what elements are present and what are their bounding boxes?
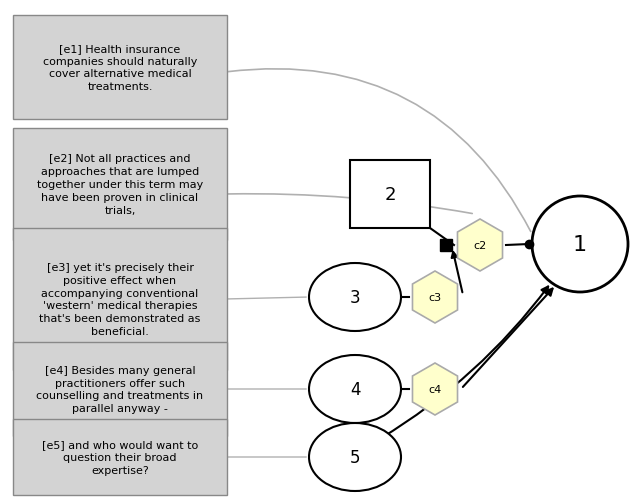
Ellipse shape (309, 355, 401, 423)
FancyBboxPatch shape (13, 129, 227, 240)
Text: 3: 3 (349, 289, 360, 307)
Polygon shape (413, 363, 458, 415)
Text: [e3] yet it's precisely their
positive effect when
accompanying conventional
'we: [e3] yet it's precisely their positive e… (39, 263, 201, 336)
Polygon shape (413, 272, 458, 323)
Polygon shape (458, 219, 502, 272)
Ellipse shape (309, 423, 401, 491)
Text: c2: c2 (474, 240, 486, 250)
Ellipse shape (309, 264, 401, 331)
Text: [e2] Not all practices and
approaches that are lumped
together under this term m: [e2] Not all practices and approaches th… (37, 154, 203, 215)
Text: 5: 5 (349, 448, 360, 466)
FancyBboxPatch shape (13, 16, 227, 120)
FancyBboxPatch shape (13, 228, 227, 370)
Text: [e1] Health insurance
companies should naturally
cover alternative medical
treat: [e1] Health insurance companies should n… (43, 44, 197, 92)
FancyBboxPatch shape (13, 342, 227, 436)
Text: 1: 1 (573, 234, 587, 255)
Text: c4: c4 (428, 384, 442, 394)
Text: [e4] Besides many general
practitioners offer such
counselling and treatments in: [e4] Besides many general practitioners … (36, 365, 204, 413)
Text: c3: c3 (428, 293, 442, 303)
Circle shape (532, 196, 628, 293)
Text: 4: 4 (349, 380, 360, 398)
FancyBboxPatch shape (13, 419, 227, 495)
Text: 2: 2 (384, 186, 396, 203)
Text: [e5] and who would want to
question their broad
expertise?: [e5] and who would want to question thei… (42, 439, 198, 475)
Bar (350, 161, 430, 228)
